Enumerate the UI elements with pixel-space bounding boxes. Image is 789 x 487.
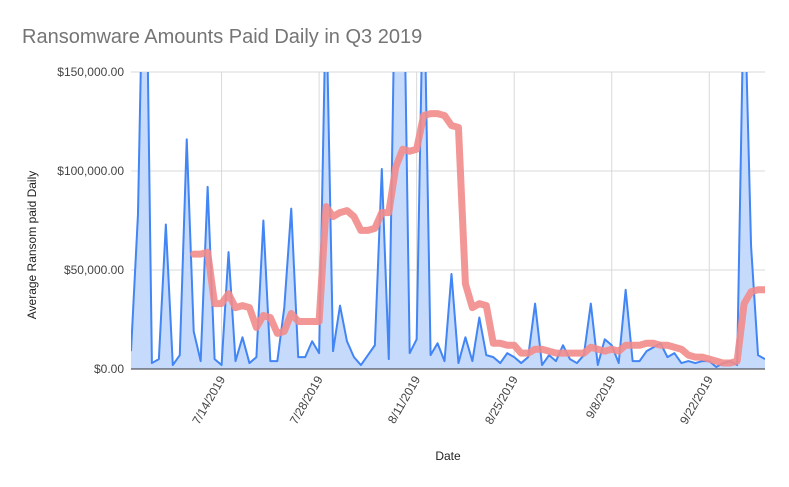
gridlines xyxy=(131,71,765,369)
y-tick-label: $0.00 xyxy=(94,362,124,376)
x-tick-labels: 7/14/2019 7/28/2019 8/11/2019 8/25/2019 9/8/… xyxy=(189,373,716,427)
daily-area-fill xyxy=(131,72,765,369)
plot-area xyxy=(131,72,765,369)
x-tick-label: 9/22/2019 xyxy=(677,373,716,427)
rolling-average-line xyxy=(190,110,765,367)
x-tick-label: 7/14/2019 xyxy=(189,373,228,427)
chart-title: Ransomware Amounts Paid Daily in Q3 2019 xyxy=(22,26,422,48)
y-tick-label: $150,000.00 xyxy=(57,65,124,79)
y-tick-label: $100,000.00 xyxy=(57,164,124,178)
x-tick-label: 7/28/2019 xyxy=(287,373,326,427)
x-tick-label: 8/11/2019 xyxy=(385,373,424,426)
y-tick-labels: $0.00 $50,000.00 $100,000.00 $150,000.00 xyxy=(57,65,124,376)
y-axis-title: Average Ransom paid Daily xyxy=(25,171,39,320)
x-tick-label: 9/8/2019 xyxy=(583,373,619,421)
x-axis-title: Date xyxy=(435,449,461,463)
y-tick-label: $50,000.00 xyxy=(64,263,124,277)
x-tick-label: 8/25/2019 xyxy=(482,373,521,427)
